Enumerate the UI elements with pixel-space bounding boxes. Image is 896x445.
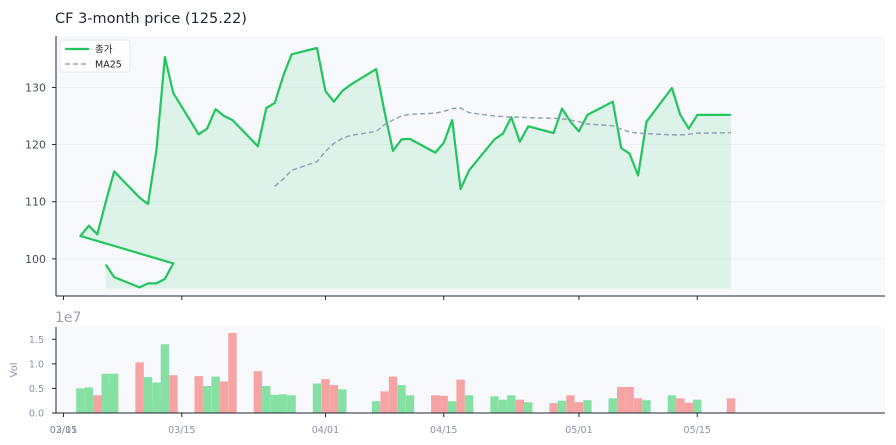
chart-title: CF 3-month price (125.22) (55, 11, 247, 27)
volume-bar (329, 385, 339, 413)
volume-y-axis-ticks: 0.0 0.5 1.0 1.5 (29, 335, 56, 420)
volume-bar (405, 395, 415, 413)
volume-bar (76, 388, 85, 413)
volume-bar (726, 398, 736, 413)
volume-bar (143, 377, 153, 413)
price-y-tick-label: 110 (25, 196, 46, 209)
volume-bar (490, 396, 499, 413)
volume-bar (498, 399, 508, 413)
volume-bar (194, 376, 203, 413)
volume-bar (338, 389, 347, 413)
legend: 종가 MA25 (59, 39, 131, 73)
volume-x-tick-label: 02/15 (50, 425, 77, 436)
price-line (79, 46, 731, 289)
volume-bar (693, 399, 702, 413)
price-gridlines (56, 87, 885, 260)
volume-bar (253, 371, 263, 413)
volume-bar (464, 395, 474, 413)
volume-bar (279, 394, 288, 413)
volume-offset-label: 1e7 (55, 310, 81, 326)
volume-bar (287, 395, 296, 413)
volume-bars (76, 332, 736, 413)
volume-bar (557, 400, 567, 413)
volume-bar (101, 373, 110, 413)
price-y-tick-label: 100 (25, 253, 46, 266)
volume-bar (202, 386, 212, 413)
price-panel: 100 110 120 130 종가 MA25 (25, 36, 885, 300)
price-x-axis-ticks (63, 296, 698, 300)
volume-bar (270, 394, 279, 413)
volume-y-tick-label: 1.0 (29, 359, 44, 370)
volume-bar (380, 391, 389, 413)
volume-bar (456, 379, 465, 413)
price-area-fill (80, 48, 731, 289)
volume-bar (262, 386, 271, 413)
volume-x-tick-label: 04/01 (312, 425, 339, 436)
volume-bar (633, 398, 643, 413)
volume-bar (211, 376, 220, 413)
legend-close-label: 종가 (95, 45, 113, 56)
volume-bar (110, 373, 119, 413)
volume-bar (684, 402, 693, 413)
volume-y-tick-label: 0.5 (29, 384, 44, 395)
ma25-line (274, 107, 732, 187)
volume-bar (397, 385, 406, 413)
volume-bar (135, 362, 144, 413)
volume-bar (93, 395, 102, 413)
volume-x-tick-label: 03/15 (168, 425, 195, 436)
volume-bar (169, 375, 178, 413)
volume-bar (388, 376, 398, 413)
volume-x-tick-label: 03/01 (50, 425, 77, 436)
price-y-tick-label: 120 (25, 139, 46, 152)
volume-bar (371, 401, 381, 413)
volume-bar (152, 382, 161, 413)
volume-bar (583, 400, 592, 413)
volume-bar (524, 402, 533, 413)
volume-bar (431, 395, 440, 413)
volume-bar (625, 387, 634, 413)
volume-bar (549, 403, 558, 413)
volume-y-tick-label: 1.5 (29, 335, 44, 346)
volume-bar (566, 395, 575, 413)
legend-ma25-label: MA25 (95, 60, 122, 71)
price-y-tick-label: 130 (25, 81, 46, 94)
volume-bar (160, 344, 170, 413)
volume-bar (574, 402, 584, 413)
volume-bar (312, 383, 322, 413)
volume-bar (84, 387, 93, 413)
volume-bar (439, 395, 448, 413)
volume-x-tick-label: 04/15 (430, 425, 457, 436)
volume-y-tick-label: 0.0 (29, 409, 44, 420)
volume-bar (448, 401, 457, 413)
volume-bar (219, 381, 229, 413)
volume-bar (667, 395, 677, 413)
volume-x-tick-label: 05/15 (684, 425, 711, 436)
volume-bar (608, 398, 617, 413)
volume-bar (515, 399, 524, 413)
price-plot-background (56, 36, 885, 296)
volume-bar (228, 332, 237, 413)
volume-bar (642, 400, 651, 413)
volume-y-label: Vol (9, 363, 20, 378)
price-y-axis-ticks: 100 110 120 130 (25, 81, 56, 266)
volume-bar (507, 395, 516, 413)
volume-bar (617, 387, 626, 413)
volume-bar (676, 398, 685, 413)
volume-bar (321, 379, 330, 413)
volume-x-tick-label: 05/01 (565, 425, 592, 436)
